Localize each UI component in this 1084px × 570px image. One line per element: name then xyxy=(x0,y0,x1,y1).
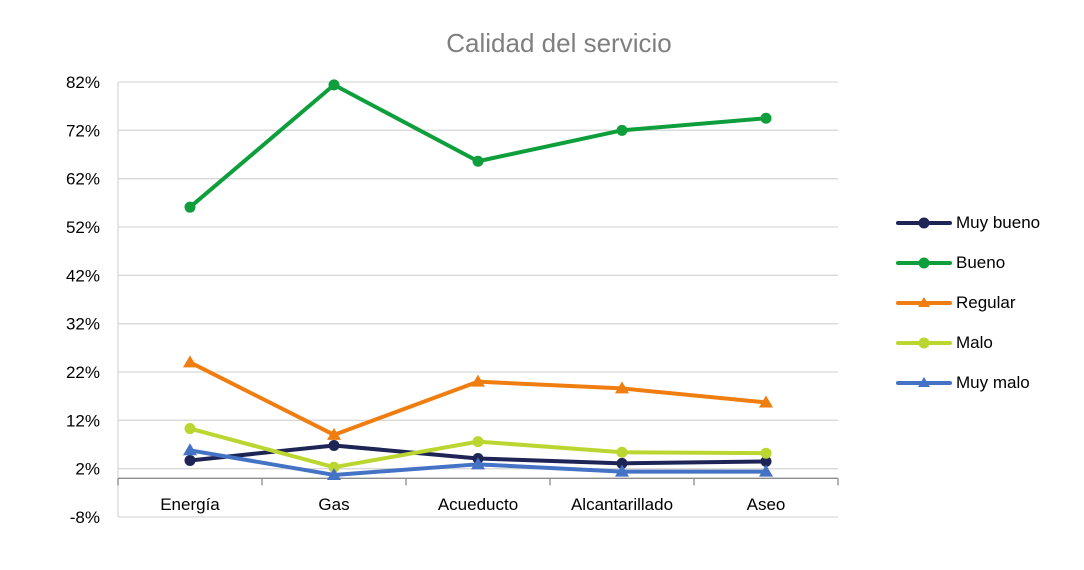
legend-line-circle-icon xyxy=(896,257,952,269)
legend-label: Muy bueno xyxy=(956,213,1041,232)
circle-marker-icon xyxy=(760,447,772,459)
series-bueno xyxy=(184,79,772,213)
triangle-marker-icon xyxy=(183,443,197,456)
circle-marker-icon xyxy=(760,112,772,124)
triangle-marker-icon xyxy=(183,355,197,368)
legend-item: Bueno xyxy=(896,243,1040,283)
circle-marker-icon xyxy=(472,155,484,167)
circle-marker-icon xyxy=(472,436,484,448)
triangle-marker-icon xyxy=(615,464,629,477)
chart-title: Calidad del servicio xyxy=(446,28,672,58)
legend-line-triangle-icon xyxy=(896,377,952,387)
triangle-marker-icon xyxy=(471,457,485,470)
series-regular xyxy=(183,355,773,440)
legend-label: Muy malo xyxy=(956,373,1030,392)
y-tick-label: 62% xyxy=(66,170,100,189)
x-category-label: Gas xyxy=(318,495,349,514)
x-category-label: Energía xyxy=(160,495,220,514)
circle-marker-icon xyxy=(184,454,196,466)
chart-legend: Muy bueno Bueno Regular Malo Muy malo xyxy=(896,203,1040,403)
legend-item: Regular xyxy=(896,283,1040,323)
legend-line-circle-icon xyxy=(896,217,952,229)
series-muy-malo xyxy=(183,443,773,480)
legend-item: Muy malo xyxy=(896,363,1040,403)
legend-line-circle-icon xyxy=(896,337,952,349)
x-category-label: Acueducto xyxy=(438,495,518,514)
triangle-marker-icon xyxy=(471,374,485,387)
y-tick-label: 52% xyxy=(66,218,100,237)
triangle-marker-icon xyxy=(327,427,341,440)
y-tick-label: 42% xyxy=(66,266,100,285)
triangle-marker-icon xyxy=(759,464,773,477)
series-line xyxy=(189,360,767,437)
legend-label: Bueno xyxy=(956,253,1006,272)
circle-marker-icon xyxy=(328,79,340,91)
triangle-marker-icon xyxy=(759,395,773,408)
x-category-label: Aseo xyxy=(747,495,786,514)
y-tick-label: 2% xyxy=(75,460,100,479)
circle-marker-icon xyxy=(616,457,628,469)
circle-marker-icon xyxy=(184,201,196,213)
y-tick-label: 32% xyxy=(66,315,100,334)
circle-marker-icon xyxy=(184,423,196,435)
legend-item: Muy bueno xyxy=(896,203,1040,243)
y-tick-label: 72% xyxy=(66,121,100,140)
legend-label: Malo xyxy=(956,333,993,352)
series-line xyxy=(188,82,767,209)
circle-marker-icon xyxy=(760,455,772,467)
legend-label: Regular xyxy=(956,293,1016,312)
legend-item: Malo xyxy=(896,323,1040,363)
triangle-marker-icon xyxy=(327,467,341,480)
y-tick-label: 82% xyxy=(66,73,100,92)
y-tick-label: -8% xyxy=(70,508,100,527)
legend-line-triangle-icon xyxy=(896,297,952,307)
y-tick-label: 12% xyxy=(66,411,100,430)
x-category-label: Alcantarillado xyxy=(571,495,673,514)
circle-marker-icon xyxy=(328,439,340,451)
circle-marker-icon xyxy=(616,124,628,136)
circle-marker-icon xyxy=(616,446,628,458)
circle-marker-icon xyxy=(328,461,340,473)
triangle-marker-icon xyxy=(615,381,629,394)
series-malo xyxy=(184,423,772,473)
y-tick-label: 22% xyxy=(66,363,100,382)
